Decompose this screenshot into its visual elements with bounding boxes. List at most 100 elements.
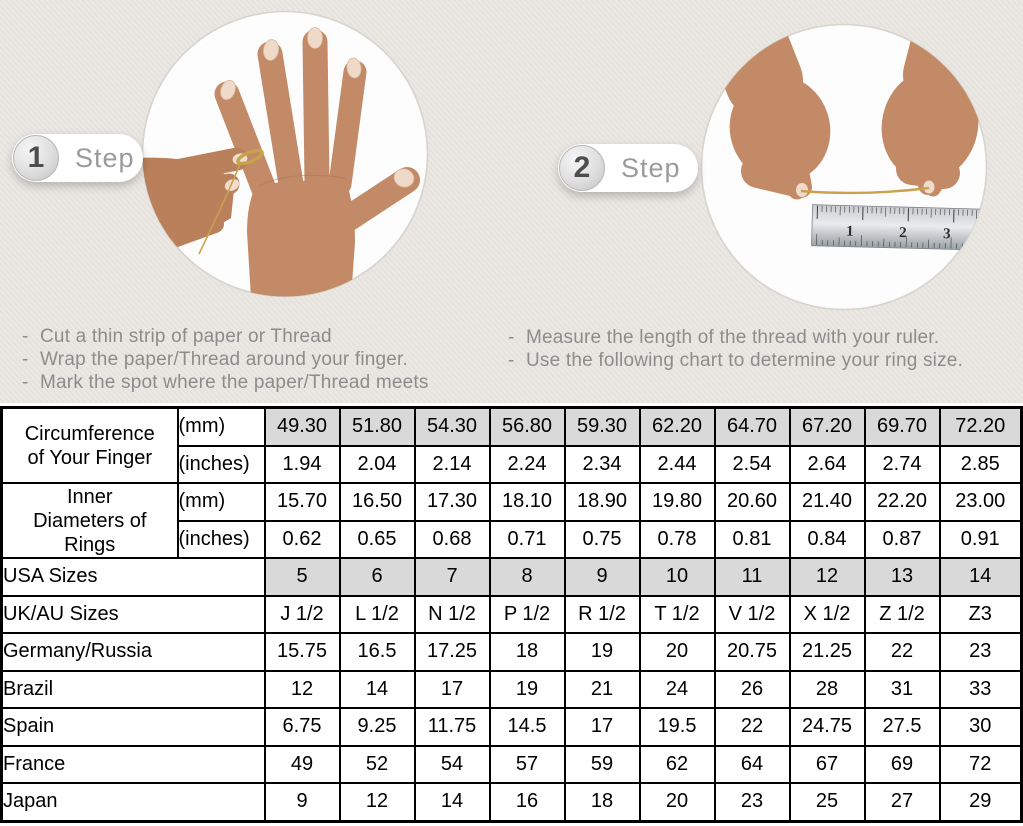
size-value-cell: 72.20 <box>938 406 1023 447</box>
size-value-cell: 19 <box>563 632 641 672</box>
step2-instructions: - Measure the length of the thread with … <box>508 326 1018 372</box>
table-row: Japan 9 12 14 16 18 20 23 25 27 29 <box>0 782 1023 822</box>
size-value-cell: 2.54 <box>713 444 791 484</box>
size-value-cell: 0.62 <box>263 519 341 559</box>
table-row: (inches) 1.94 2.04 2.14 2.24 2.34 2.44 2.54 2.64… <box>2 444 1023 484</box>
row-group-label: Inner Diameters of Rings <box>0 482 179 559</box>
instruction-item: - Wrap the paper/Thread around your fing… <box>22 348 492 371</box>
size-value-cell: 25 <box>788 782 866 822</box>
size-value-cell: 12 <box>788 557 866 597</box>
bullet-dash: - <box>22 349 29 370</box>
table-row: Germany/Russia 15.75 16.5 17.25 18 19 20 20.75 2… <box>0 632 1023 672</box>
size-table-body: Circumference of Your Finger (mm) 49.30 51.… <box>0 406 1023 822</box>
table-row: UK/AU Sizes J 1/2 L 1/2 N 1/2 P 1/2 R 1/2 T 1/… <box>0 594 1023 634</box>
gold-thread <box>800 186 930 195</box>
size-value-cell: 59 <box>563 744 641 784</box>
size-value-cell: 11.75 <box>413 707 491 747</box>
size-value-cell: 23 <box>938 632 1023 672</box>
bullet-dash: - <box>22 372 29 393</box>
size-value-cell: 1.94 <box>263 444 341 484</box>
size-value-cell: 59.30 <box>563 406 641 447</box>
size-value-cell: 69 <box>863 744 941 784</box>
size-value-cell: 0.71 <box>488 519 566 559</box>
table-row: France 49 52 54 57 59 62 64 67 69 72 <box>0 744 1023 784</box>
table-row: Circumference of Your Finger (mm) 49.30 51.… <box>0 406 1023 484</box>
size-value-cell: 9 <box>563 557 641 597</box>
size-value-cell: X 1/2 <box>788 594 866 634</box>
step1-number: 1 <box>13 135 59 181</box>
table-row: Inner Diameters of Rings (mm) 15.70 16.50 17… <box>0 482 1023 559</box>
size-value-cell: 20 <box>638 782 716 822</box>
size-value-cell: 14 <box>938 557 1023 597</box>
size-value-cell: 20.60 <box>713 482 791 522</box>
size-value-cell: 67.20 <box>788 406 866 447</box>
instruction-item: - Mark the spot where the paper/Thread m… <box>22 371 492 394</box>
size-value-cell: 27.5 <box>863 707 941 747</box>
size-value-cell: 57 <box>488 744 566 784</box>
row-label: Spain <box>0 707 266 747</box>
size-value-cell: 13 <box>863 557 941 597</box>
bullet-dash: - <box>22 326 29 347</box>
instruction-text: Wrap the paper/Thread around your finger… <box>40 349 409 370</box>
size-value-cell: 16 <box>488 782 566 822</box>
instruction-text: Cut a thin strip of paper or Thread <box>40 326 332 347</box>
size-value-cell: L 1/2 <box>338 594 416 634</box>
size-value-cell: 9 <box>263 782 341 822</box>
size-value-cell: 64.70 <box>713 406 791 447</box>
size-value-cell: 0.91 <box>938 519 1023 559</box>
size-value-cell: 2.04 <box>338 444 416 484</box>
size-value-cell: 33 <box>938 669 1023 709</box>
size-value-cell: 2.24 <box>488 444 566 484</box>
row-sublabel: (inches) <box>176 444 266 484</box>
size-value-cell: 31 <box>863 669 941 709</box>
ruler-number-1: 1 <box>846 224 854 240</box>
size-value-cell: 18.10 <box>488 482 566 522</box>
size-value-cell: 64 <box>713 744 791 784</box>
size-value-cell: 22 <box>863 632 941 672</box>
step2-number: 2 <box>559 145 605 191</box>
size-value-cell: 0.75 <box>563 519 641 559</box>
size-value-cell: 2.44 <box>638 444 716 484</box>
size-value-cell: 18 <box>488 632 566 672</box>
row-sublabel: (mm) <box>176 406 266 447</box>
size-value-cell: 10 <box>638 557 716 597</box>
size-value-cell: 28 <box>788 669 866 709</box>
size-value-cell: T 1/2 <box>638 594 716 634</box>
size-value-cell: 2.64 <box>788 444 866 484</box>
size-value-cell: 56.80 <box>488 406 566 447</box>
size-value-cell: 15.75 <box>263 632 341 672</box>
size-value-cell: 0.65 <box>338 519 416 559</box>
size-value-cell: 8 <box>488 557 566 597</box>
size-value-cell: 19.5 <box>638 707 716 747</box>
size-value-cell: V 1/2 <box>713 594 791 634</box>
size-value-cell: 20 <box>638 632 716 672</box>
row-group-label: Circumference of Your Finger <box>0 406 179 484</box>
ruler-number-3: 3 <box>943 226 951 242</box>
size-value-cell: 23 <box>713 782 791 822</box>
size-value-cell: 9.25 <box>338 707 416 747</box>
size-value-cell: 72 <box>938 744 1023 784</box>
row-label: USA Sizes <box>0 557 266 597</box>
size-value-cell: 0.84 <box>788 519 866 559</box>
instruction-text: Use the following chart to determine you… <box>526 350 964 371</box>
instruction-item: - Measure the length of the thread with … <box>508 326 1018 349</box>
table-row: USA Sizes 5 6 7 8 9 10 11 12 13 14 <box>0 557 1023 597</box>
size-value-cell: 62 <box>638 744 716 784</box>
size-value-cell: 23.00 <box>938 482 1023 522</box>
size-value-cell: 20.75 <box>713 632 791 672</box>
size-value-cell: 67 <box>788 744 866 784</box>
size-value-cell: 5 <box>263 557 341 597</box>
size-value-cell: 21 <box>563 669 641 709</box>
row-label: Japan <box>0 782 266 822</box>
table-row: (inches) 0.62 0.65 0.68 0.71 0.75 0.78 0.81 0.84… <box>2 519 1023 559</box>
size-value-cell: 27 <box>863 782 941 822</box>
instruction-item: - Cut a thin strip of paper or Thread <box>22 325 492 348</box>
table-row: Brazil 12 14 17 19 21 24 26 28 31 33 <box>0 669 1023 709</box>
size-value-cell: 18 <box>563 782 641 822</box>
ruler-number-2: 2 <box>899 225 907 241</box>
size-value-cell: 24.75 <box>788 707 866 747</box>
size-value-cell: 14.5 <box>488 707 566 747</box>
ruler-icon: 1 2 3 <box>811 204 987 251</box>
size-value-cell: 22 <box>713 707 791 747</box>
step1-instructions: - Cut a thin strip of paper or Thread - … <box>22 325 492 394</box>
